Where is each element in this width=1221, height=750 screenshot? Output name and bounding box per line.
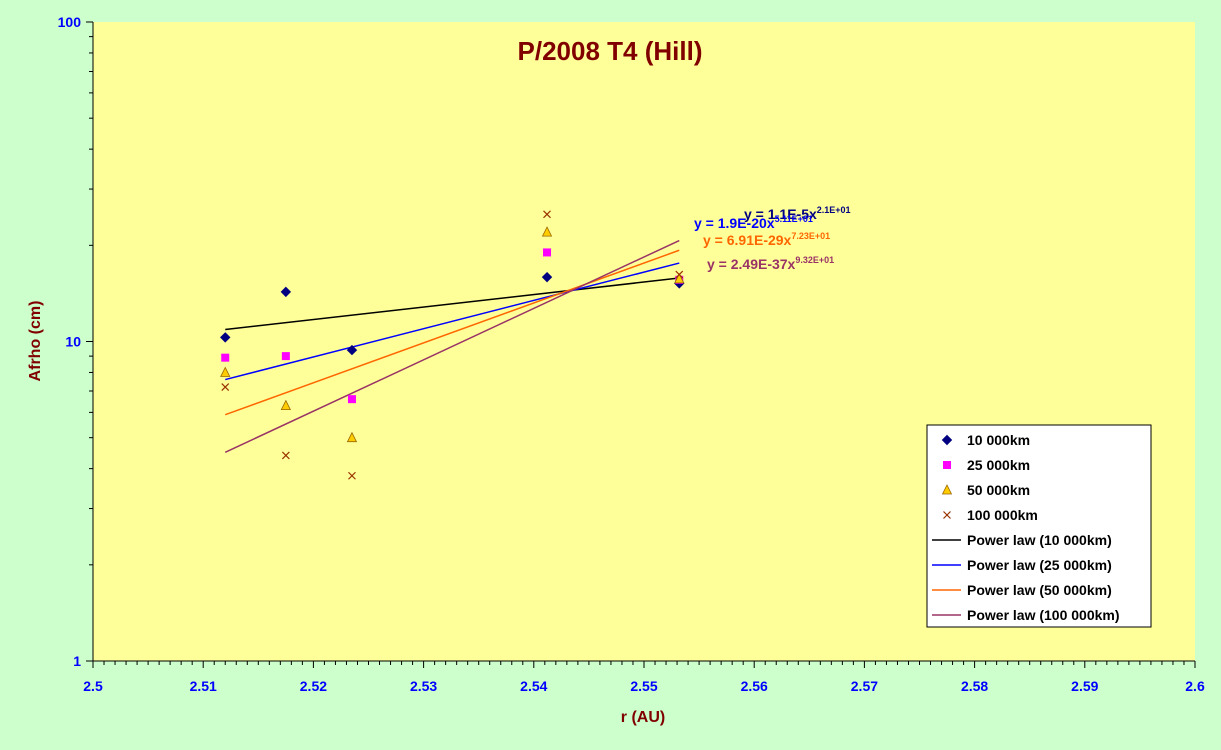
y-tick-label: 100 [58,14,82,30]
data-point-stroke [348,471,356,480]
equation-base: y = 2.49E-37x [707,256,796,272]
equation-exponent: 7.23E+01 [791,231,830,241]
legend-label: 50 000km [967,482,1030,498]
data-point [281,451,290,460]
x-tick-label: 2.58 [961,678,988,694]
data-point [543,248,552,257]
trendline-equation: y = 1.1E-5x2.1E+01 [744,205,851,222]
y-tick-label: 1 [73,653,81,669]
legend: 10 000km 25 000km 50 000km 100 000km Power l… [926,424,1152,628]
x-tick-label: 2.55 [630,678,657,694]
equation-base: y = 1.1E-5x [744,206,817,222]
data-point [541,271,553,283]
data-point [941,434,953,446]
y-axis-title: Afrho (cm) [27,301,44,382]
data-point [346,431,358,443]
equation-exponent: 9.32E+01 [795,255,834,265]
data-point [675,270,684,279]
data-point [220,366,231,377]
x-axis-title: r (AU) [621,709,665,726]
x-tick-label: 2.52 [300,678,327,694]
data-point [281,352,290,361]
data-point [348,471,356,480]
chart-marks [220,210,685,480]
data-point [943,511,951,519]
legend-label: Power law (25 000km) [967,557,1112,573]
data-point [220,332,231,343]
x-tick-label: 2.57 [851,678,878,694]
data-point [943,461,951,469]
legend-label: 10 000km [967,432,1030,448]
y-tick-label: 10 [65,334,81,350]
trendline [225,277,680,331]
data-point [280,286,292,298]
x-tick-label: 2.51 [190,678,217,694]
legend-label: 25 000km [967,457,1030,473]
data-point [543,210,551,219]
trendline-equations: y = 1.1E-5x2.1E+01y = 1.9E-20x5.11E+01y … [694,205,851,272]
trendline [225,262,680,381]
data-point [280,399,291,411]
data-point-stroke [281,451,290,460]
data-point [941,484,953,495]
x-tick-label: 2.53 [410,678,437,694]
data-point-stroke [543,210,551,219]
legend-label: Power law (100 000km) [967,607,1120,623]
data-point-stroke [221,383,230,392]
data-point [221,353,230,362]
data-point [541,226,553,237]
equation-exponent: 5.11E+01 [775,214,813,224]
data-point [674,273,685,284]
equation-base: y = 6.91E-29x [703,232,792,248]
data-point-stroke [675,270,684,279]
x-tick-label: 2.6 [1185,678,1205,694]
equation-base: y = 1.9E-20x [694,215,775,231]
legend-label: 100 000km [967,507,1038,523]
x-tick-label: 2.59 [1071,678,1098,694]
data-point [221,383,230,392]
legend-box [926,424,1152,628]
trendline-equation: y = 1.9E-20x5.11E+01 [694,214,813,231]
trendline-equation: y = 2.49E-37x9.32E+01 [707,255,834,272]
legend-label: Power law (10 000km) [967,532,1112,548]
data-point [347,395,356,404]
trendline [224,249,680,416]
axes: 2.5 2.51 2.52 2.53 2.54 2.55 2.56 2.57 2.58 2.59 2… [58,14,1205,694]
x-tick-label: 2.54 [520,678,547,694]
trendline [224,239,680,453]
data-point-stroke [943,511,951,519]
trendline-equation: y = 6.91E-29x7.23E+01 [703,231,830,248]
legend-label: Power law (50 000km) [967,582,1112,598]
data-point [346,344,358,356]
equation-exponent: 2.1E+01 [817,205,851,215]
x-tick-label: 2.5 [83,678,103,694]
x-tick-label: 2.56 [741,678,768,694]
chart-title: P/2008 T4 (Hill) [518,36,703,66]
